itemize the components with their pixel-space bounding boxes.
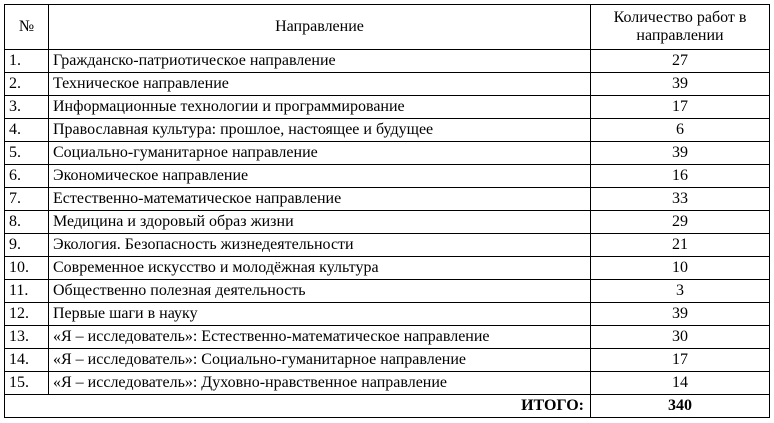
total-row: ИТОГО: 340: [4, 394, 770, 418]
row-num: 13.: [4, 325, 49, 349]
table-row: 8. Медицина и здоровый образ жизни 29: [4, 210, 770, 234]
table-row: 5. Социально-гуманитарное направление 39: [4, 141, 770, 165]
row-count: 33: [590, 187, 770, 211]
row-direction: Гражданско-патриотическое направление: [48, 49, 591, 73]
row-num: 11.: [4, 279, 49, 303]
header-row: № Направление Количество работ в направл…: [4, 4, 770, 50]
row-num: 3.: [4, 95, 49, 119]
row-count: 3: [590, 279, 770, 303]
table-row: 2. Техническое направление 39: [4, 72, 770, 96]
row-num: 8.: [4, 210, 49, 234]
row-direction: Техническое направление: [48, 72, 591, 96]
row-direction: Медицина и здоровый образ жизни: [48, 210, 591, 234]
table-row: 3. Информационные технологии и программир…: [4, 95, 770, 119]
row-direction: Первые шаги в науку: [48, 302, 591, 326]
row-num: 4.: [4, 118, 49, 142]
row-direction: Общественно полезная деятельность: [48, 279, 591, 303]
row-direction: «Я – исследователь»: Естественно-математ…: [48, 325, 591, 349]
row-direction: «Я – исследователь»: Духовно-нравственно…: [48, 371, 591, 395]
row-count: 30: [590, 325, 770, 349]
row-count: 17: [590, 95, 770, 119]
row-count: 14: [590, 371, 770, 395]
row-direction: Информационные технологии и программиров…: [48, 95, 591, 119]
header-direction: Направление: [48, 4, 591, 50]
row-num: 15.: [4, 371, 49, 395]
row-num: 12.: [4, 302, 49, 326]
table-row: 14. «Я – исследователь»: Социально-гумани…: [4, 348, 770, 372]
row-num: 9.: [4, 233, 49, 257]
row-count: 17: [590, 348, 770, 372]
row-num: 7.: [4, 187, 49, 211]
row-direction: Экономическое направление: [48, 164, 591, 188]
row-num: 5.: [4, 141, 49, 165]
row-direction: Экология. Безопасность жизнедеятельности: [48, 233, 591, 257]
row-num: 1.: [4, 49, 49, 73]
row-direction: Естественно-математическое направление: [48, 187, 591, 211]
table-row: 1. Гражданско-патриотическое направление 2…: [4, 49, 770, 73]
total-value: 340: [590, 394, 770, 418]
header-num: №: [4, 4, 49, 50]
row-count: 39: [590, 72, 770, 96]
table-row: 12. Первые шаги в науку 39: [4, 302, 770, 326]
table-row: 7. Естественно-математическое направление…: [4, 187, 770, 211]
table-row: 13. «Я – исследователь»: Естественно-мате…: [4, 325, 770, 349]
row-count: 16: [590, 164, 770, 188]
table-row: 9. Экология. Безопасность жизнедеятельнос…: [4, 233, 770, 257]
row-count: 27: [590, 49, 770, 73]
row-direction: Православная культура: прошлое, настояще…: [48, 118, 591, 142]
table-row: 10. Современное искусство и молодёжная ку…: [4, 256, 770, 280]
row-count: 6: [590, 118, 770, 142]
row-direction: Социально-гуманитарное направление: [48, 141, 591, 165]
row-count: 29: [590, 210, 770, 234]
row-count: 39: [590, 141, 770, 165]
row-count: 10: [590, 256, 770, 280]
total-label: ИТОГО:: [4, 394, 591, 418]
row-count: 21: [590, 233, 770, 257]
row-direction: «Я – исследователь»: Социально-гуманитар…: [48, 348, 591, 372]
row-direction: Современное искусство и молодёжная культ…: [48, 256, 591, 280]
row-num: 2.: [4, 72, 49, 96]
directions-table: № Направление Количество работ в направл…: [4, 4, 770, 418]
table-row: 15. «Я – исследователь»: Духовно-нравстве…: [4, 371, 770, 395]
row-num: 10.: [4, 256, 49, 280]
header-count: Количество работ в направлении: [590, 4, 770, 50]
row-num: 6.: [4, 164, 49, 188]
row-num: 14.: [4, 348, 49, 372]
table-row: 6. Экономическое направление 16: [4, 164, 770, 188]
table-row: 4. Православная культура: прошлое, настоя…: [4, 118, 770, 142]
row-count: 39: [590, 302, 770, 326]
table-row: 11. Общественно полезная деятельность 3: [4, 279, 770, 303]
